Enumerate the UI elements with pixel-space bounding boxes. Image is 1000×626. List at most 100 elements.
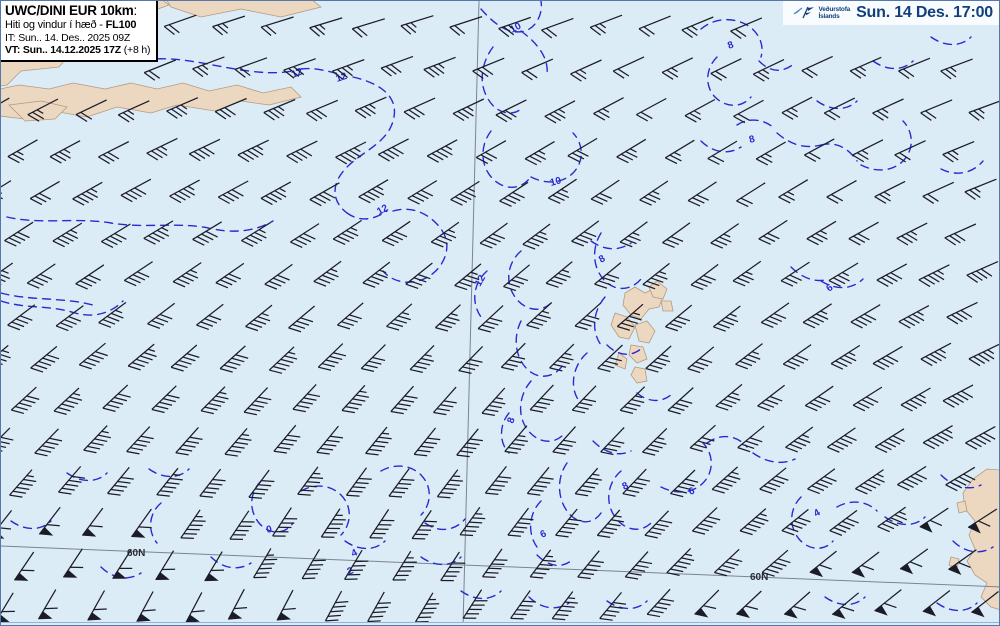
wind-barb [38,589,58,620]
wind-barb [806,220,837,246]
wind-barb [107,466,134,496]
wind-barb [407,180,438,205]
wind-barb [809,550,837,578]
wind-barb [965,426,996,450]
wind-barb [781,508,811,536]
wind-barb [260,16,294,36]
wind-barb [874,428,905,454]
wind-barb [26,263,56,289]
wind-barb [500,342,526,371]
svg-text:8: 8 [597,253,608,266]
wind-barb [75,264,105,290]
wind-barb [1,427,14,453]
wind-barb [899,548,929,575]
wind-barb [324,590,349,622]
wind-barb [436,469,463,499]
wind-barb [7,304,36,331]
land-faroe-islands [610,280,674,384]
wind-barb [433,386,457,416]
wind-barb [199,468,226,498]
wind-barb [263,98,296,121]
wind-barb [778,179,809,204]
wind-barb [802,303,832,329]
wind-barb [549,343,575,372]
wind-barb [430,221,460,248]
wind-barb [823,97,856,121]
wind-barb [848,221,879,246]
wind-barb [529,384,554,413]
org-logo[interactable]: Veðurstofa Íslands [793,5,850,21]
wind-barb [172,262,202,288]
wind-barb [335,141,367,165]
wind-barb [619,386,646,414]
wind-barb [521,58,554,81]
land-iceland-north-strip [166,1,322,18]
wind-barb [783,591,811,619]
svg-text:8: 8 [621,480,631,493]
wind-barb [666,547,695,576]
wind-barb [214,97,247,120]
wind-barb [309,182,340,207]
wind-barb [170,344,200,372]
wind-barb [475,140,507,165]
wind-barb [874,589,902,616]
wind-barb [829,509,859,536]
isotherm-labels: 10 8 8 12 12 10 12 12 8 6 8 8 6 4 6 0 2 … [265,21,835,578]
wind-barb [7,139,38,164]
wind-barb [53,387,83,415]
wind-barb [175,426,203,456]
wind-barb [423,56,456,78]
wind-barb [529,549,556,579]
wind-barb [204,551,225,582]
svg-text:4: 4 [812,507,823,520]
wind-barb [828,262,859,287]
wind-barb [169,179,200,204]
wind-barb [215,262,245,289]
wind-barb [524,141,555,166]
wind-barb [736,182,766,208]
wind-barb [403,97,436,120]
wind-barb [297,466,324,496]
wind-barb [156,467,183,497]
wind-barb [735,590,762,618]
wind-barb [454,263,482,291]
wind-barb [599,591,627,621]
svg-text:2: 2 [346,565,356,578]
wind-barb [898,305,930,329]
wind-barb [386,303,413,331]
wind-barb [166,97,199,119]
wind-barb [409,344,435,373]
wind-barb [670,469,699,498]
wind-barb [123,261,153,287]
wind-barb [619,221,648,248]
org-logo-line2: Íslands [818,13,840,20]
wind-barb [217,180,249,205]
wind-barb [400,15,434,35]
wind-barb [87,590,107,621]
wind-barb [243,387,272,416]
wind-barb [681,16,714,38]
wind-barb [897,465,928,491]
wind-barb [616,138,647,164]
product-info-panel: UWC/DINI EUR 10km: Hiti og vindur í hæð … [1,1,158,62]
wind-barb [710,223,740,249]
wind-barb [100,223,131,248]
product-subtitle: Hiti og vindur í hæð - FL100 [5,19,152,32]
wind-barb [948,549,977,575]
wind-barb [143,59,177,81]
wind-barb [600,426,625,456]
wind-barb [781,96,813,120]
wind-barb [758,219,788,245]
wind-barb [188,138,221,162]
wind-barb [785,426,814,453]
org-logo-text: Veðurstofa Íslands [818,6,850,21]
wind-barb [301,548,326,580]
wind-barb [526,301,553,330]
wind-barb [369,509,395,539]
wind-barb [272,507,298,537]
wind-barb [229,510,255,540]
wind-barb [381,220,411,247]
wind-barb [112,549,133,579]
